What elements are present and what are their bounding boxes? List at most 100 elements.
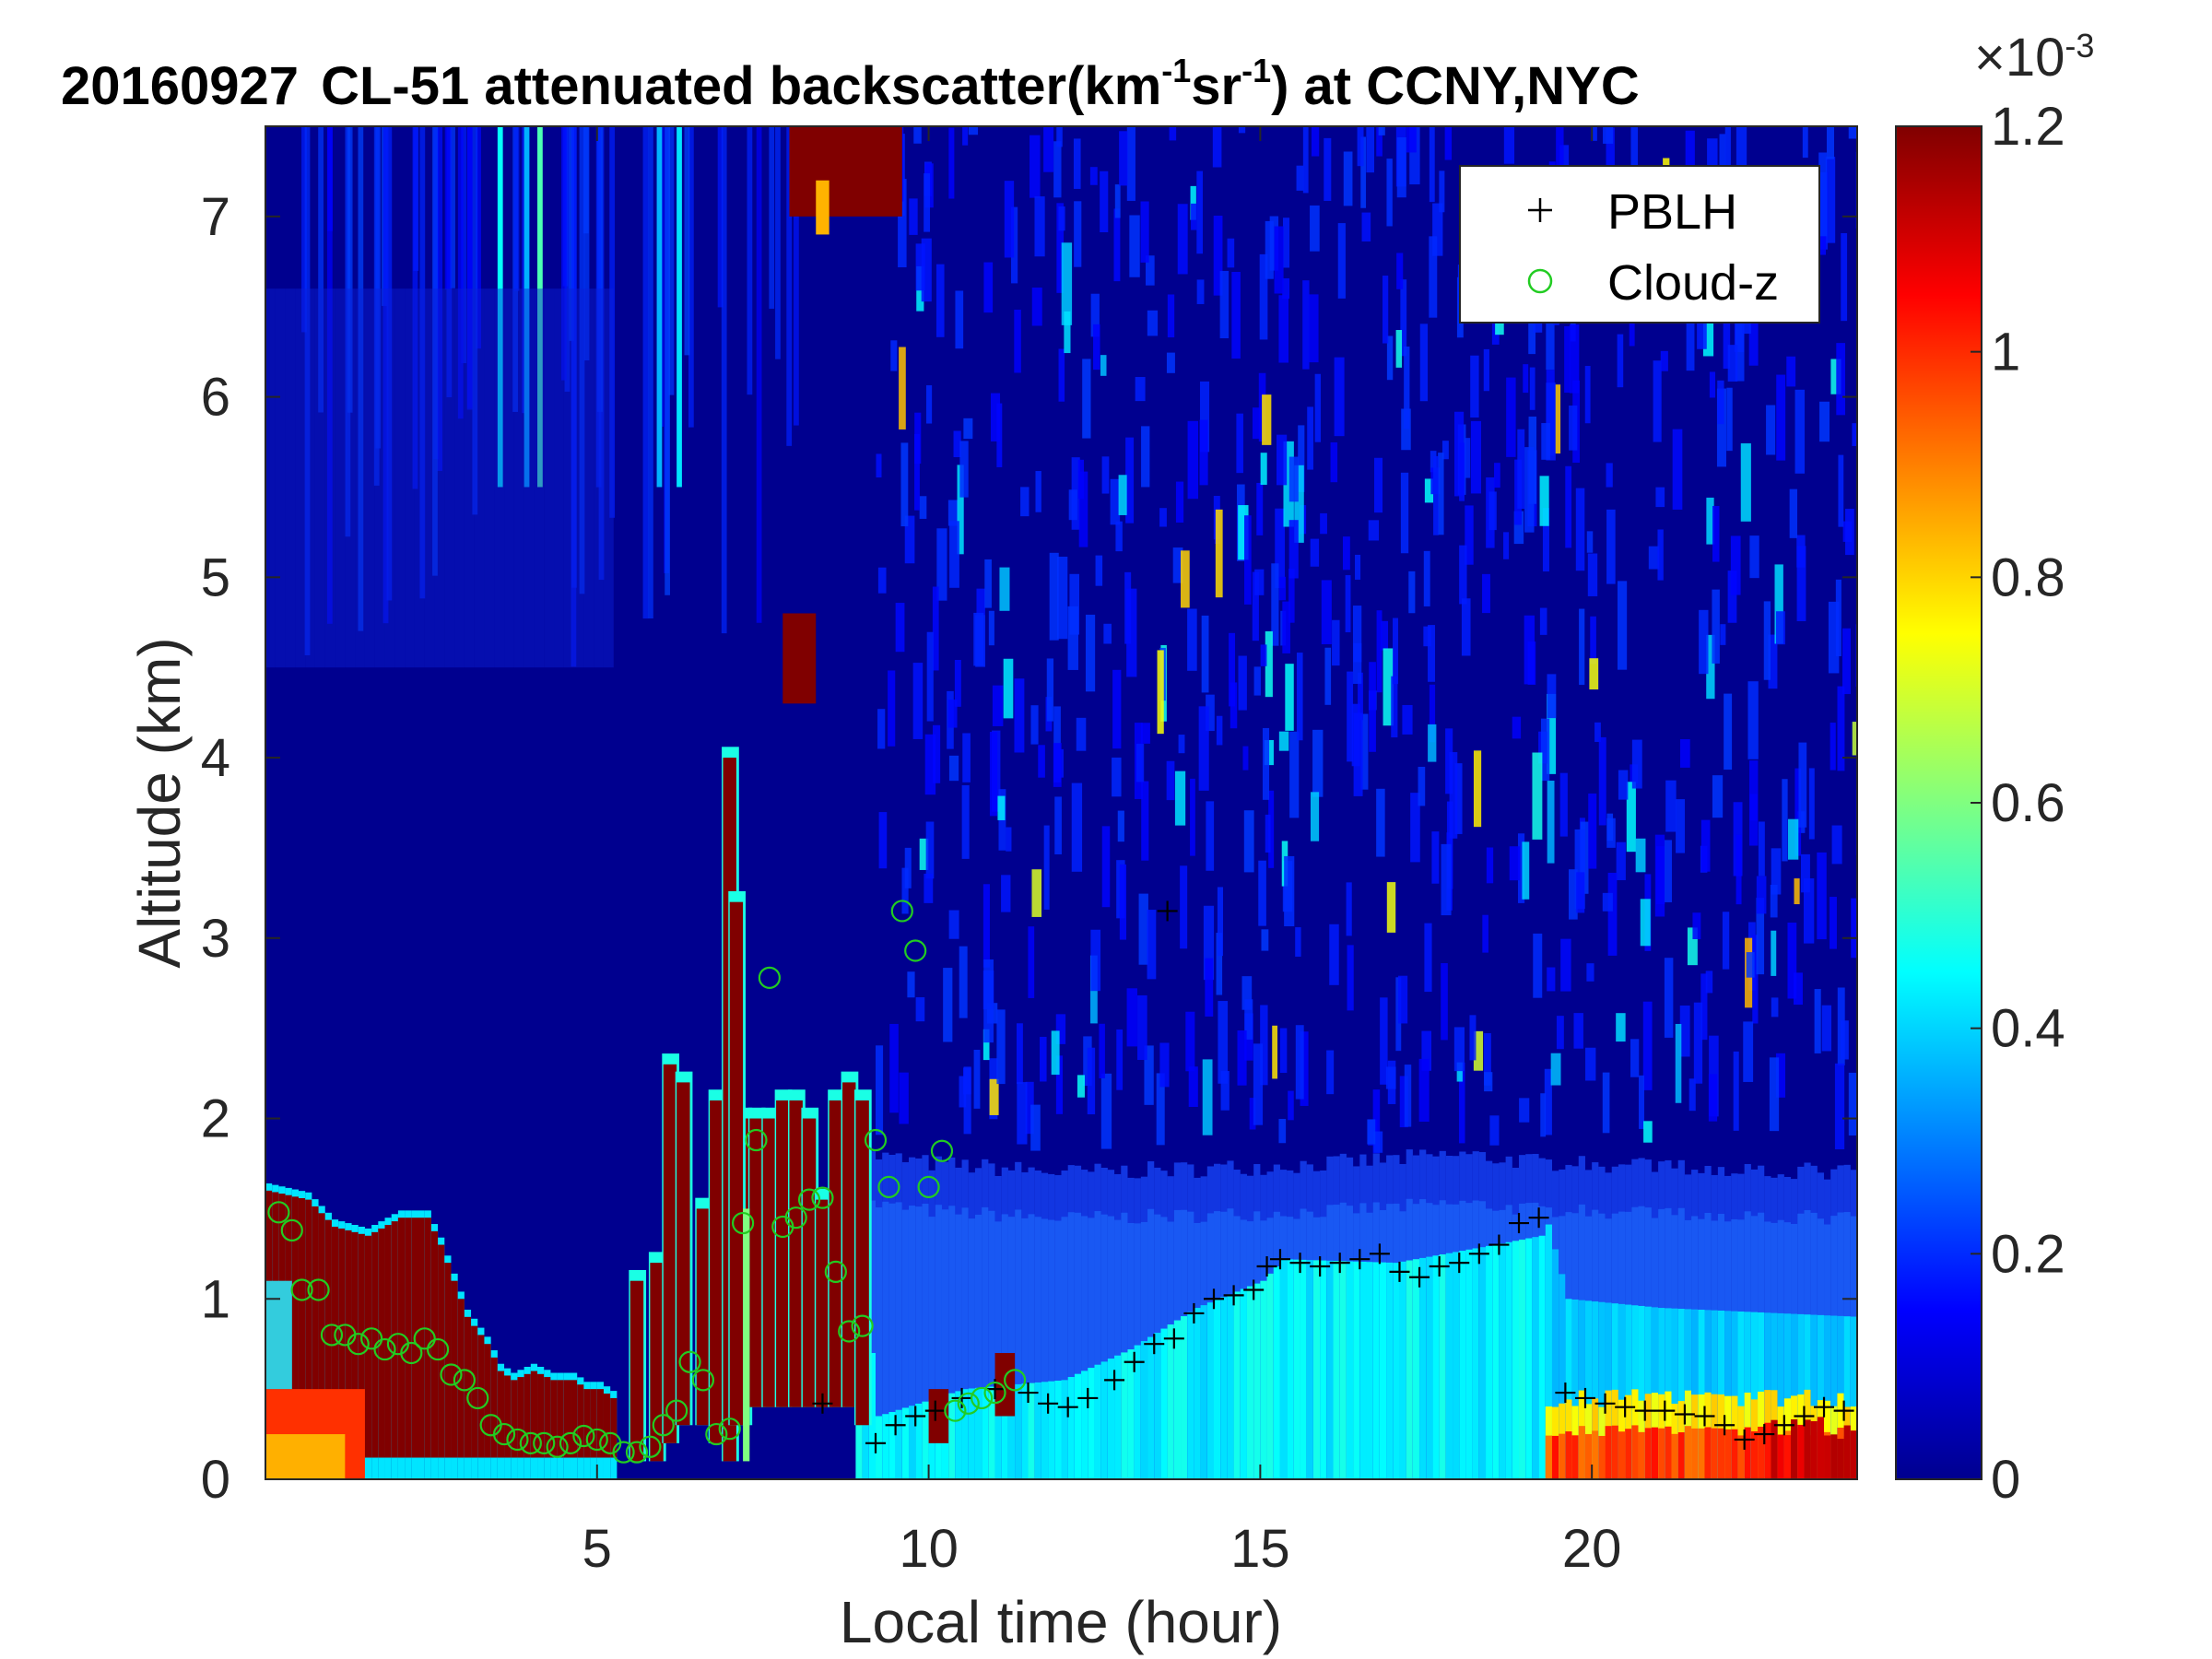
haze-column-core <box>876 1207 883 1479</box>
upper-speckle <box>1700 973 1708 1041</box>
upper-speckle <box>1606 463 1613 488</box>
bright-upper-streak <box>524 126 530 488</box>
upper-speckle <box>1269 216 1279 271</box>
mixed-layer-column <box>1061 1380 1068 1479</box>
haze-column-core <box>968 1218 975 1479</box>
haze-column-core <box>1021 1218 1029 1479</box>
upper-speckle <box>1090 929 1101 992</box>
upper-speckle <box>1697 319 1707 349</box>
upper-speckle <box>1454 411 1465 497</box>
mixed-layer-column <box>1279 1259 1288 1479</box>
upper-speckle <box>1602 892 1613 912</box>
upper-streak <box>747 126 753 395</box>
upper-speckle <box>1774 564 1783 644</box>
evening-aerosol-core <box>1598 1435 1606 1479</box>
night-aerosol-band <box>454 288 465 668</box>
upper-speckle <box>1043 825 1050 910</box>
upper-speckle <box>1156 1073 1165 1146</box>
night-cloud-column <box>471 1325 478 1458</box>
upper-streak <box>794 126 799 426</box>
night-cloud-column <box>550 1380 558 1458</box>
upper-speckle <box>1528 295 1536 355</box>
upper-speckle <box>1630 127 1638 191</box>
upper-speckle <box>1852 722 1857 756</box>
residual-layer-column <box>1731 1311 1738 1479</box>
upper-speckle <box>1845 508 1854 556</box>
upper-speckle <box>1381 620 1389 651</box>
upper-speckle <box>1429 684 1436 743</box>
upper-speckle <box>1357 126 1364 167</box>
upper-speckle <box>976 588 985 616</box>
residual-layer-column <box>1658 1308 1665 1479</box>
mixed-layer-column <box>922 1401 929 1479</box>
convective-column <box>855 1100 869 1426</box>
upper-speckle <box>1449 752 1458 839</box>
evening-aerosol-core <box>1545 1435 1552 1479</box>
mixed-layer-column <box>982 1387 989 1479</box>
late-night-aerosol <box>1771 1419 1778 1479</box>
pblh-marker <box>1833 1400 1854 1421</box>
mixed-layer-column <box>1107 1359 1115 1479</box>
upper-speckle <box>1360 713 1369 790</box>
upper-speckle <box>1366 126 1374 173</box>
upper-speckle <box>1746 952 1755 978</box>
upper-speckle <box>1660 350 1668 371</box>
haze-column-core <box>901 1209 909 1479</box>
upper-speckle <box>1841 628 1851 695</box>
haze-column-core <box>1015 1209 1022 1479</box>
upper-streak <box>648 126 653 619</box>
upper-speckle <box>1803 878 1815 944</box>
upper-speckle <box>1726 387 1733 452</box>
upper-speckle <box>1787 818 1799 860</box>
residual-layer-column <box>1817 1314 1825 1479</box>
upper-speckle <box>1748 760 1759 846</box>
upper-speckle <box>1399 1076 1408 1128</box>
upper-speckle <box>1547 781 1555 864</box>
cloud-z-marker <box>904 939 927 962</box>
upper-speckle <box>1838 454 1844 527</box>
upper-speckle <box>925 821 935 879</box>
upper-speckle <box>1544 1068 1552 1135</box>
haze-column-core <box>1107 1216 1115 1479</box>
upper-speckle <box>1355 554 1361 580</box>
upper-speckle <box>1756 898 1765 975</box>
legend-marker-cloud-z <box>1527 268 1553 294</box>
upper-speckle <box>1631 739 1642 789</box>
upper-speckle <box>1540 1093 1547 1137</box>
upper-speckle <box>1547 674 1557 719</box>
upper-speckle <box>924 873 934 903</box>
convective-column <box>629 1280 644 1462</box>
upper-speckle <box>1522 841 1530 900</box>
upper-speckle <box>1642 1001 1653 1090</box>
upper-speckle <box>1560 938 1571 992</box>
upper-speckle <box>1835 579 1841 656</box>
y-tick-label: 4 <box>201 728 230 788</box>
upper-speckle <box>1030 705 1039 745</box>
upper-speckle <box>1187 608 1197 671</box>
upper-speckle <box>1529 367 1535 410</box>
upper-speckle <box>1743 1021 1754 1082</box>
upper-streak <box>386 126 393 601</box>
upper-streak <box>326 126 333 624</box>
upper-speckle <box>1373 1131 1383 1153</box>
night-aerosol-band <box>355 288 365 668</box>
upper-streak <box>347 126 353 413</box>
upper-streak <box>688 126 694 428</box>
upper-speckle <box>1271 563 1279 646</box>
mixed-layer-column <box>994 1385 1002 1479</box>
residual-layer-column <box>1783 1313 1792 1479</box>
upper-speckle <box>1771 848 1782 895</box>
pblh-marker <box>1714 1415 1735 1436</box>
upper-speckle <box>1469 1015 1477 1061</box>
upper-speckle <box>1296 653 1303 741</box>
mixed-layer-column <box>1393 1263 1400 1479</box>
upper-speckle <box>1648 546 1660 570</box>
upper-speckle <box>1584 366 1591 424</box>
upper-speckle <box>1693 1002 1703 1084</box>
upper-speckle <box>1626 782 1636 853</box>
mixed-layer-column <box>1426 1256 1433 1479</box>
residual-layer-column <box>1677 1309 1685 1479</box>
upper-speckle <box>1705 971 1713 994</box>
night-aerosol-band <box>494 288 505 668</box>
evening-aerosol-core <box>1584 1434 1593 1479</box>
